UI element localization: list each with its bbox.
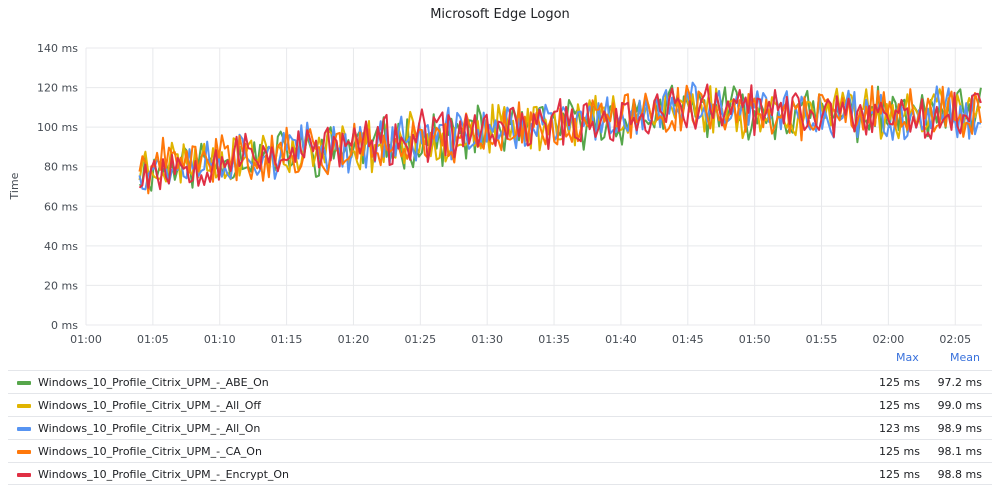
y-axis-label: Time bbox=[8, 172, 21, 200]
legend-color-swatch[interactable] bbox=[17, 404, 31, 408]
chart-title: Microsoft Edge Logon bbox=[430, 7, 570, 22]
x-tick-label: 01:10 bbox=[204, 333, 236, 345]
legend-max-value: 125 ms bbox=[879, 468, 920, 481]
legend-series-name[interactable]: Windows_10_Profile_Citrix_UPM_-_CA_On bbox=[38, 445, 262, 458]
x-tick-label: 01:00 bbox=[70, 333, 102, 345]
x-tick-label: 02:00 bbox=[873, 333, 905, 345]
y-tick-label: 100 ms bbox=[37, 121, 78, 134]
legend-series-name[interactable]: Windows_10_Profile_Citrix_UPM_-_All_Off bbox=[38, 399, 261, 412]
x-tick-label: 01:20 bbox=[338, 333, 370, 345]
legend-max-value: 125 ms bbox=[879, 376, 920, 389]
legend-max-value: 125 ms bbox=[879, 399, 920, 412]
y-tick-label: 80 ms bbox=[44, 161, 78, 174]
x-tick-label: 01:15 bbox=[271, 333, 303, 345]
legend-item[interactable]: Windows_10_Profile_Citrix_UPM_-_Encrypt_… bbox=[8, 462, 992, 485]
y-tick-label: 120 ms bbox=[37, 82, 78, 95]
legend-mean-value: 98.1 ms bbox=[937, 445, 982, 458]
x-tick-label: 01:55 bbox=[806, 333, 838, 345]
legend-mean-value: 98.8 ms bbox=[937, 468, 982, 481]
legend-item[interactable]: Windows_10_Profile_Citrix_UPM_-_All_On 12… bbox=[8, 416, 992, 439]
x-tick-label: 01:05 bbox=[137, 333, 169, 345]
x-tick-label: 01:45 bbox=[672, 333, 704, 345]
x-tick-label: 01:35 bbox=[538, 333, 570, 345]
legend-table: Windows_10_Profile_Citrix_UPM_-_ABE_On 12… bbox=[8, 370, 992, 485]
line-chart[interactable]: 0 ms 20 ms 40 ms 60 ms 80 ms 100 ms 120 ms 140 … bbox=[0, 0, 1000, 345]
legend-mean-value: 97.2 ms bbox=[937, 376, 982, 389]
legend-max-value: 125 ms bbox=[879, 445, 920, 458]
x-tick-label: 01:30 bbox=[471, 333, 503, 345]
legend-mean-header[interactable]: Mean bbox=[950, 351, 980, 364]
y-axis-ticks: 0 ms 20 ms 40 ms 60 ms 80 ms 100 ms 120 ms 140 … bbox=[37, 42, 78, 332]
y-tick-label: 40 ms bbox=[44, 240, 78, 253]
series-line-2[interactable] bbox=[138, 85, 981, 184]
legend-color-swatch[interactable] bbox=[17, 450, 31, 454]
y-tick-label: 20 ms bbox=[44, 279, 78, 292]
legend-item[interactable]: Windows_10_Profile_Citrix_UPM_-_CA_On 125… bbox=[8, 439, 992, 462]
x-tick-label: 01:25 bbox=[404, 333, 436, 345]
legend-color-swatch[interactable] bbox=[17, 381, 31, 385]
legend-color-swatch[interactable] bbox=[17, 427, 31, 431]
grid-lines bbox=[85, 47, 982, 326]
y-tick-label: 0 ms bbox=[51, 319, 78, 332]
legend-item[interactable]: Windows_10_Profile_Citrix_UPM_-_ABE_On 12… bbox=[8, 370, 992, 393]
legend-max-value: 123 ms bbox=[879, 422, 920, 435]
legend-color-swatch[interactable] bbox=[17, 473, 31, 477]
series-line-5[interactable] bbox=[138, 83, 982, 191]
legend-series-name[interactable]: Windows_10_Profile_Citrix_UPM_-_ABE_On bbox=[38, 376, 269, 389]
legend-max-header[interactable]: Max bbox=[896, 351, 919, 364]
legend-series-name[interactable]: Windows_10_Profile_Citrix_UPM_-_Encrypt_… bbox=[38, 468, 290, 481]
legend-mean-value: 99.0 ms bbox=[937, 399, 982, 412]
x-axis-ticks: 01:00 01:05 01:10 01:15 01:20 01:25 01:30 01:35… bbox=[70, 333, 971, 345]
x-tick-label: 01:40 bbox=[605, 333, 637, 345]
legend-item[interactable]: Windows_10_Profile_Citrix_UPM_-_All_Off 1… bbox=[8, 393, 992, 416]
y-tick-label: 60 ms bbox=[44, 200, 78, 213]
y-tick-label: 140 ms bbox=[37, 42, 78, 55]
x-tick-label: 01:50 bbox=[739, 333, 771, 345]
legend-mean-value: 98.9 ms bbox=[937, 422, 982, 435]
series-lines bbox=[138, 81, 982, 195]
x-tick-label: 02:05 bbox=[939, 333, 971, 345]
legend-series-name[interactable]: Windows_10_Profile_Citrix_UPM_-_All_On bbox=[38, 422, 261, 435]
